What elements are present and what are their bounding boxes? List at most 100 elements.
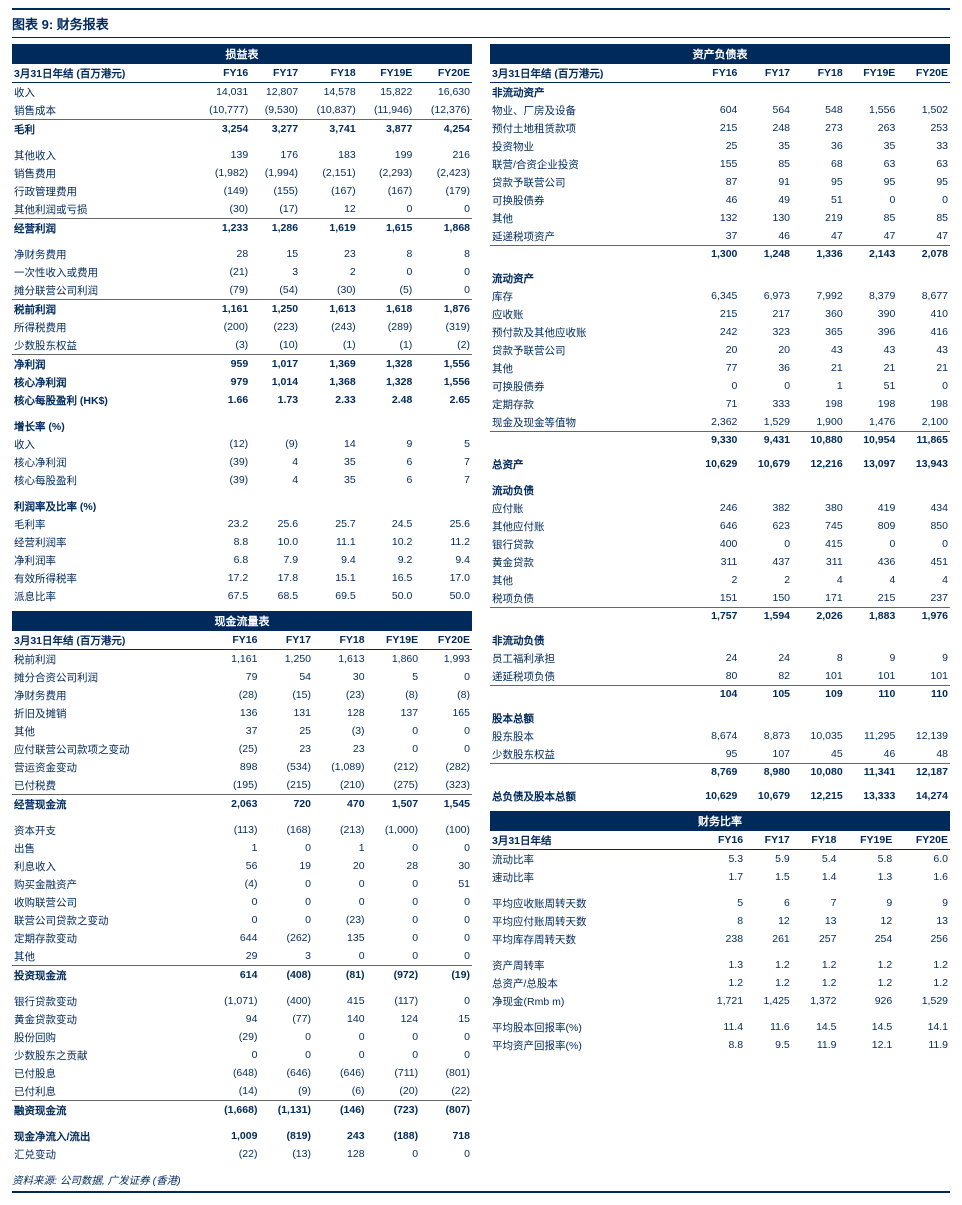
- cell-value: (167): [300, 182, 358, 200]
- cell-value: 1,721: [698, 992, 745, 1010]
- cell-value: 23.2: [193, 515, 251, 533]
- cell-value: 1.3: [839, 868, 895, 886]
- table-row: 流动负债: [490, 481, 950, 499]
- cell-value: (200): [193, 318, 251, 336]
- row-label: 投资物业: [490, 137, 687, 155]
- cell-value: 253: [897, 119, 950, 137]
- cell-value: (1,089): [313, 758, 367, 776]
- row-label: 已付利息: [12, 1082, 206, 1101]
- cell-value: (30): [193, 200, 251, 219]
- cell-value: 256: [894, 930, 950, 948]
- cell-value: 1,993: [420, 650, 472, 669]
- cell-value: [687, 269, 740, 287]
- table-row: 联营/合资企业投资15585686363: [490, 155, 950, 173]
- cell-value: (8): [367, 686, 421, 704]
- cell-value: 2: [300, 263, 358, 281]
- table-row: 增长率 (%): [12, 417, 472, 435]
- cell-value: 130: [739, 209, 792, 227]
- table-row: 折旧及摊销136131128137165: [12, 704, 472, 722]
- cell-value: 176: [250, 146, 300, 164]
- table-row: 现金及现金等值物2,3621,5291,9001,4762,100: [490, 413, 950, 432]
- cell-value: (319): [414, 318, 472, 336]
- table-row: 少数股东权益(3)(10)(1)(1)(2): [12, 336, 472, 355]
- cell-value: 101: [897, 667, 950, 686]
- cell-value: (262): [259, 929, 313, 947]
- cell-value: 36: [792, 137, 845, 155]
- cell-value: 2,362: [687, 413, 740, 432]
- cell-value: 30: [313, 668, 367, 686]
- cell-value: 1,556: [414, 355, 472, 374]
- cell-value: (819): [259, 1127, 313, 1145]
- table-row: 联营公司贷款之变动00(23)00: [12, 911, 472, 929]
- row-label: 少数股东权益: [490, 745, 687, 764]
- cell-value: 436: [845, 553, 898, 571]
- cell-value: 0: [897, 377, 950, 395]
- row-label: 总负债及股本总额: [490, 787, 687, 805]
- cell-value: 419: [845, 499, 898, 517]
- cell-value: (323): [420, 776, 472, 795]
- cell-value: 36: [739, 359, 792, 377]
- table-row: 非流动资产: [490, 83, 950, 102]
- left-column: 损益表 3月31日年结 (百万港元) FY16 FY17 FY18 FY19E …: [12, 44, 472, 1163]
- cell-value: 110: [845, 686, 898, 702]
- cell-value: 28: [367, 857, 421, 875]
- row-label: 平均股本回报率(%): [490, 1018, 698, 1036]
- cell-value: 10,629: [687, 787, 740, 805]
- row-label: 平均资产回报率(%): [490, 1036, 698, 1054]
- cell-value: 155: [687, 155, 740, 173]
- cell-value: 323: [739, 323, 792, 341]
- table-row: 其他应付账646623745809850: [490, 517, 950, 535]
- col-fy20e: FY20E: [894, 831, 950, 850]
- table-row: 投资物业2535363533: [490, 137, 950, 155]
- cell-value: 0: [420, 722, 472, 740]
- cell-value: 2: [739, 571, 792, 589]
- row-label: 黄金贷款: [490, 553, 687, 571]
- cell-value: 87: [687, 173, 740, 191]
- row-label: 融资现金流: [12, 1101, 206, 1120]
- table-row: 平均股本回报率(%)11.411.614.514.514.1: [490, 1018, 950, 1036]
- cell-value: 0: [897, 191, 950, 209]
- row-label: [490, 246, 687, 262]
- cell-value: 23: [313, 740, 367, 758]
- cell-value: 2,078: [897, 246, 950, 262]
- cell-value: 9.2: [358, 551, 415, 569]
- cell-value: (212): [367, 758, 421, 776]
- cell-value: 2,063: [206, 795, 260, 814]
- table-row: 1,7571,5942,0261,8831,976: [490, 608, 950, 624]
- col-label: 3月31日年结 (百万港元): [12, 64, 193, 83]
- row-label: 净现金(Rmb m): [490, 992, 698, 1010]
- cell-value: 37: [687, 227, 740, 246]
- cell-value: 23: [259, 740, 313, 758]
- cell-value: (9): [250, 435, 300, 453]
- cell-value: 25.6: [414, 515, 472, 533]
- row-label: 净利润: [12, 355, 193, 374]
- cell-value: 10.0: [250, 533, 300, 551]
- cell-value: (168): [259, 821, 313, 839]
- cell-value: 1,613: [300, 300, 358, 319]
- table-row: 利润率及比率 (%): [12, 497, 472, 515]
- cell-value: 12,187: [897, 764, 950, 780]
- table-row: 黄金贷款变动94(77)14012415: [12, 1010, 472, 1028]
- cell-value: [739, 481, 792, 499]
- cell-value: 10,679: [739, 455, 792, 473]
- cell-value: 215: [845, 589, 898, 608]
- cell-value: 8: [698, 912, 745, 930]
- cell-value: 28: [193, 245, 251, 263]
- cell-value: 0: [313, 1028, 367, 1046]
- table-row: 已付税费(195)(215)(210)(275)(323): [12, 776, 472, 795]
- table-row: 贷款予联营公司8791959595: [490, 173, 950, 191]
- cell-value: 215: [687, 119, 740, 137]
- row-label: 总资产: [490, 455, 687, 473]
- table-row: 净现金(Rmb m)1,7211,4251,3729261,529: [490, 992, 950, 1010]
- row-label: 物业、厂房及设备: [490, 101, 687, 119]
- cell-value: 1.2: [792, 974, 839, 992]
- cell-value: [687, 709, 740, 727]
- ratios-header: 财务比率: [490, 811, 950, 831]
- income-header: 损益表: [12, 44, 472, 64]
- cell-value: 0: [367, 1046, 421, 1064]
- table-row: 其他293000: [12, 947, 472, 966]
- cell-value: 3: [259, 947, 313, 966]
- col-label: 3月31日年结: [490, 831, 698, 850]
- cell-value: 4: [845, 571, 898, 589]
- cell-value: 6: [358, 453, 415, 471]
